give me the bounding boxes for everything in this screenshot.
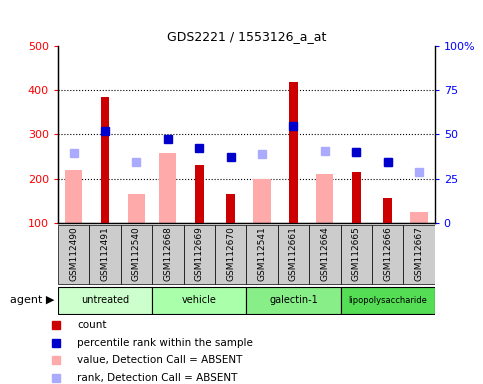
- Bar: [184, 225, 215, 283]
- Text: GSM112668: GSM112668: [163, 226, 172, 281]
- Bar: [159, 153, 176, 223]
- Bar: [316, 174, 333, 223]
- Bar: [309, 225, 341, 283]
- Text: GSM112491: GSM112491: [100, 226, 110, 281]
- Bar: [289, 82, 298, 223]
- Bar: [341, 225, 372, 283]
- Bar: [100, 97, 110, 223]
- Text: galectin-1: galectin-1: [269, 295, 318, 306]
- Bar: [341, 286, 435, 314]
- Title: GDS2221 / 1553126_a_at: GDS2221 / 1553126_a_at: [167, 30, 326, 43]
- Bar: [128, 194, 145, 223]
- Text: GSM112541: GSM112541: [257, 226, 267, 281]
- Bar: [411, 212, 427, 223]
- Bar: [254, 179, 270, 223]
- Bar: [278, 225, 309, 283]
- Bar: [152, 286, 246, 314]
- Text: GSM112665: GSM112665: [352, 226, 361, 281]
- Bar: [121, 225, 152, 283]
- Bar: [246, 225, 278, 283]
- Text: rank, Detection Call = ABSENT: rank, Detection Call = ABSENT: [77, 374, 237, 384]
- Text: value, Detection Call = ABSENT: value, Detection Call = ABSENT: [77, 356, 242, 366]
- Bar: [226, 194, 235, 223]
- Text: lipopolysaccharide: lipopolysaccharide: [348, 296, 427, 305]
- Bar: [195, 165, 204, 223]
- Bar: [58, 225, 89, 283]
- Bar: [383, 199, 392, 223]
- Bar: [215, 225, 246, 283]
- Bar: [372, 225, 403, 283]
- Text: untreated: untreated: [81, 295, 129, 306]
- Bar: [403, 225, 435, 283]
- Text: agent ▶: agent ▶: [10, 295, 54, 306]
- Text: count: count: [77, 319, 106, 329]
- Bar: [246, 286, 341, 314]
- Bar: [89, 225, 121, 283]
- Text: percentile rank within the sample: percentile rank within the sample: [77, 338, 253, 348]
- Text: GSM112666: GSM112666: [383, 226, 392, 281]
- Text: GSM112669: GSM112669: [195, 226, 204, 281]
- Bar: [58, 286, 152, 314]
- Bar: [352, 172, 361, 223]
- Text: GSM112540: GSM112540: [132, 226, 141, 281]
- Text: GSM112664: GSM112664: [320, 226, 329, 281]
- Text: GSM112490: GSM112490: [69, 226, 78, 281]
- Text: GSM112667: GSM112667: [414, 226, 424, 281]
- Text: GSM112670: GSM112670: [226, 226, 235, 281]
- Bar: [65, 170, 82, 223]
- Text: GSM112661: GSM112661: [289, 226, 298, 281]
- Bar: [152, 225, 184, 283]
- Text: vehicle: vehicle: [182, 295, 217, 306]
